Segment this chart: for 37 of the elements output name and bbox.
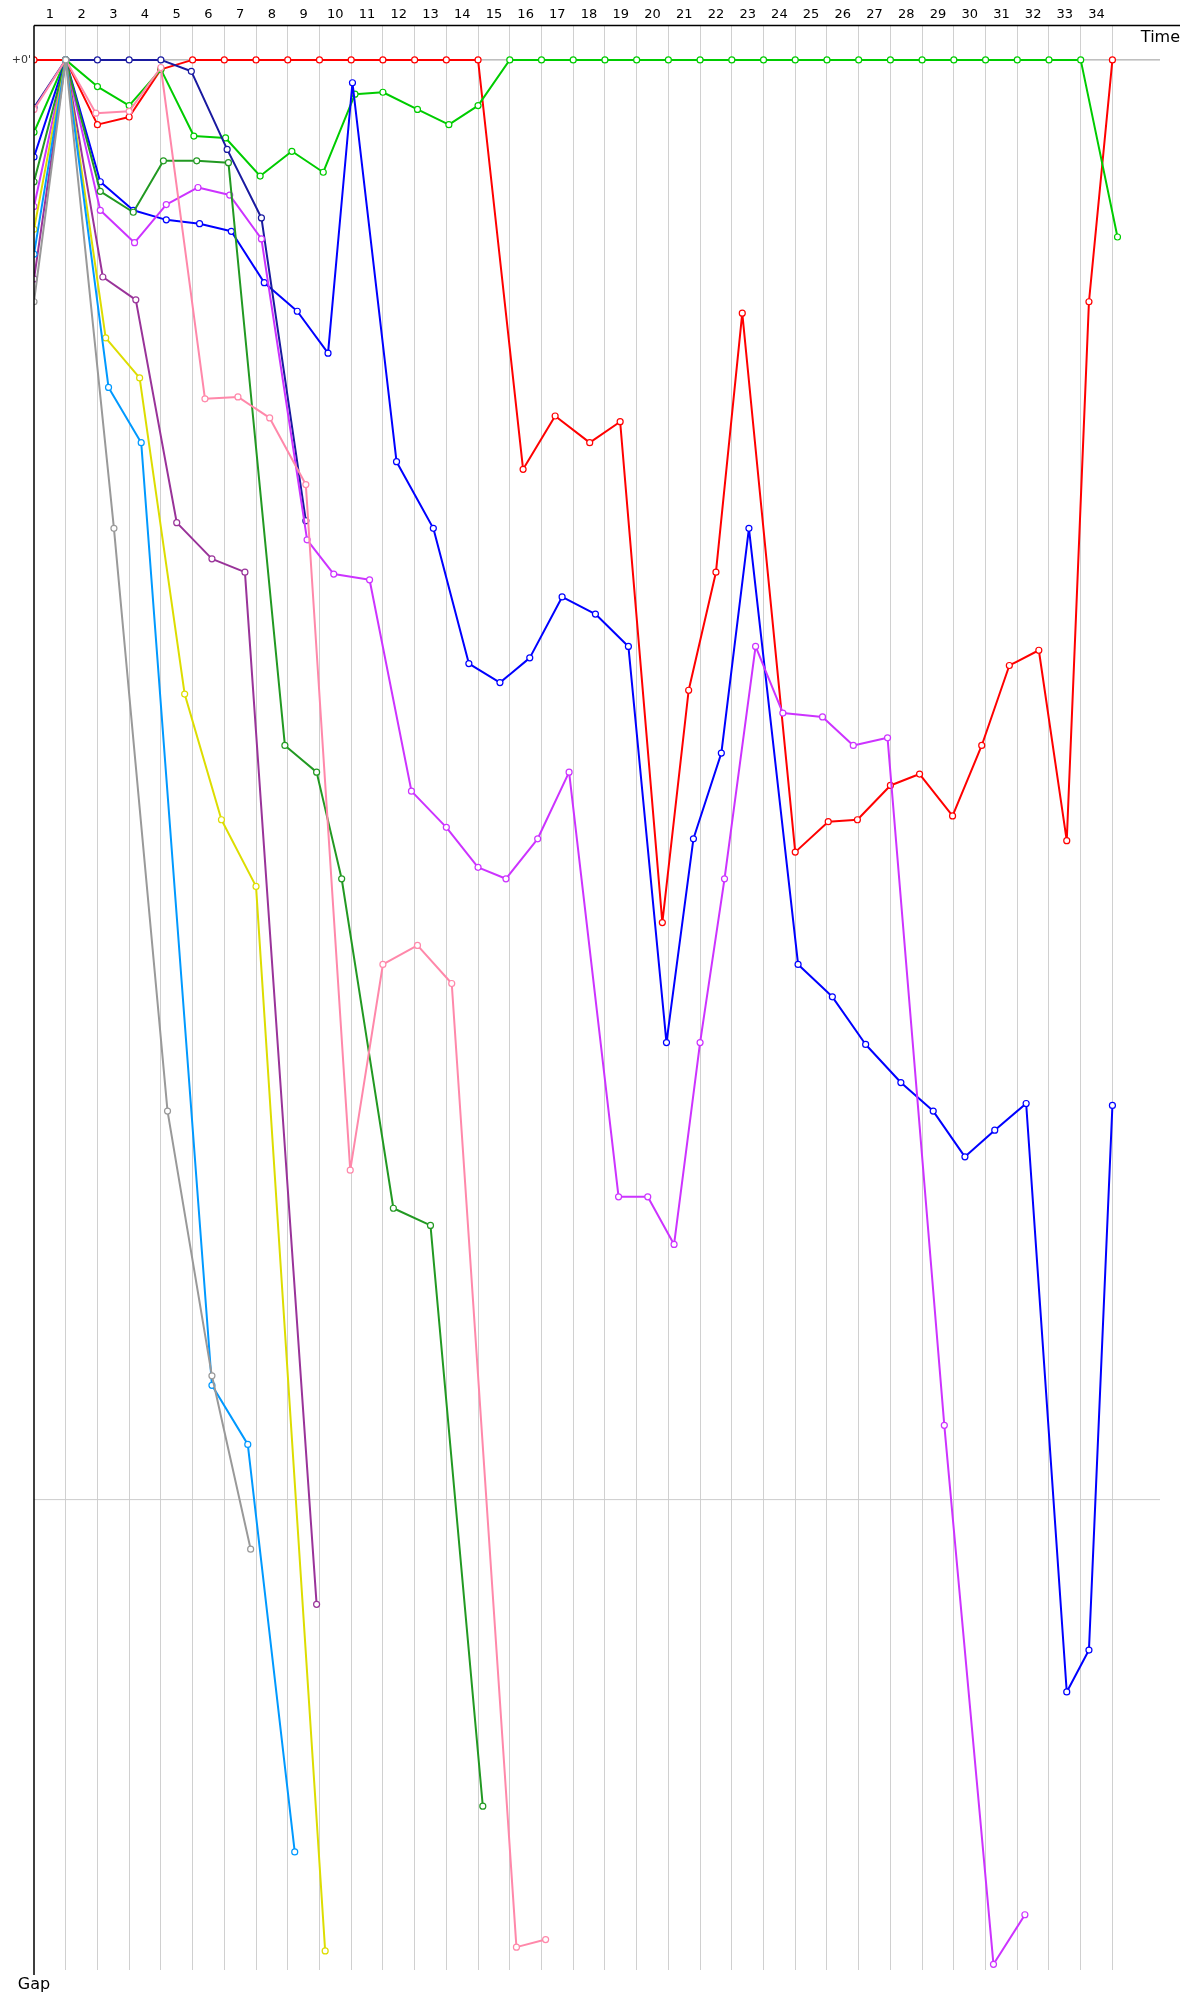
x-tick-label: 1 — [45, 6, 54, 22]
x-tick-label: 14 — [453, 6, 471, 22]
x-tick-label: 3 — [109, 6, 118, 22]
x-tick-label: 28 — [897, 6, 915, 22]
x-tick-label: 13 — [422, 6, 439, 22]
x-tick-label: 4 — [140, 6, 150, 22]
x-tick-label: 23 — [739, 6, 756, 22]
x-tick-label: 20 — [644, 6, 661, 22]
x-tick-label: 7 — [236, 6, 245, 22]
x-tick-label: 17 — [549, 6, 566, 22]
x-tick-label: 25 — [802, 6, 820, 22]
x-tick-label: 31 — [993, 6, 1010, 22]
x-tick-label: 22 — [707, 6, 725, 22]
x-tick-label: 10 — [327, 6, 344, 22]
x-tick-label: 30 — [961, 6, 978, 22]
x-tick-label: 18 — [580, 6, 598, 22]
x-tick-label: 11 — [358, 6, 376, 22]
ref-line-label: +0' — [11, 52, 31, 66]
x-tick-label: 8 — [267, 6, 277, 22]
x-tick-label: 9 — [299, 6, 308, 22]
x-tick-label: 5 — [172, 6, 181, 22]
y-axis-title: Gap — [17, 1974, 51, 1994]
x-tick-label: 27 — [866, 6, 883, 22]
x-tick-label: 6 — [204, 6, 213, 22]
x-tick-label: 24 — [771, 6, 788, 22]
x-tick-label: 16 — [517, 6, 534, 22]
x-tick-label: 26 — [834, 6, 852, 22]
x-tick-label: 21 — [675, 6, 693, 22]
x-tick-label: 34 — [1088, 6, 1105, 22]
x-tick-label: 32 — [1024, 6, 1042, 22]
x-tick-label: 2 — [77, 6, 86, 22]
x-tick-label: 33 — [1056, 6, 1074, 22]
x-tick-label: 19 — [612, 6, 630, 22]
x-tick-label: 12 — [390, 6, 408, 22]
x-tick-label: 15 — [485, 6, 503, 22]
x-tick-label: 29 — [929, 6, 947, 22]
x-axis-title: Time — [1139, 26, 1180, 46]
